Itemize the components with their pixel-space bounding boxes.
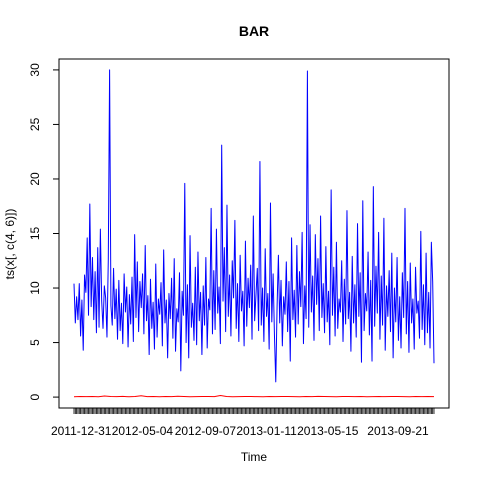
x-tick-label: 2013-01-11	[236, 424, 297, 438]
x-tick-label: 2012-05-04	[112, 424, 174, 438]
y-tick-label: 25	[28, 117, 42, 131]
x-axis: 2011-12-31 2012-05-04 2012-09-07 2013-01-11…	[51, 407, 435, 438]
x-tick-label: 2013-09-21	[367, 424, 429, 438]
series-line-1	[73, 69, 435, 383]
y-tick-label: 10	[28, 281, 42, 295]
plot-frame	[58, 58, 450, 409]
y-axis-label: ts(x[, c(4, 6)])	[3, 209, 17, 280]
x-tick-label: 2011-12-31	[51, 424, 112, 438]
y-axis: 0 5 10 15 20 25 30	[28, 63, 60, 400]
y-tick-label: 5	[28, 339, 42, 346]
x-tick-label: 2013-05-15	[297, 424, 359, 438]
x-tick-label: 2012-09-07	[175, 424, 237, 438]
chart-title: BAR	[239, 23, 269, 39]
y-tick-label: 0	[28, 393, 42, 400]
x-axis-label: Time	[241, 450, 268, 464]
y-tick-label: 30	[28, 63, 42, 77]
y-tick-label: 15	[28, 227, 42, 241]
y-tick-label: 20	[28, 172, 42, 186]
series-line-2	[73, 394, 435, 398]
series-lines	[73, 69, 435, 398]
